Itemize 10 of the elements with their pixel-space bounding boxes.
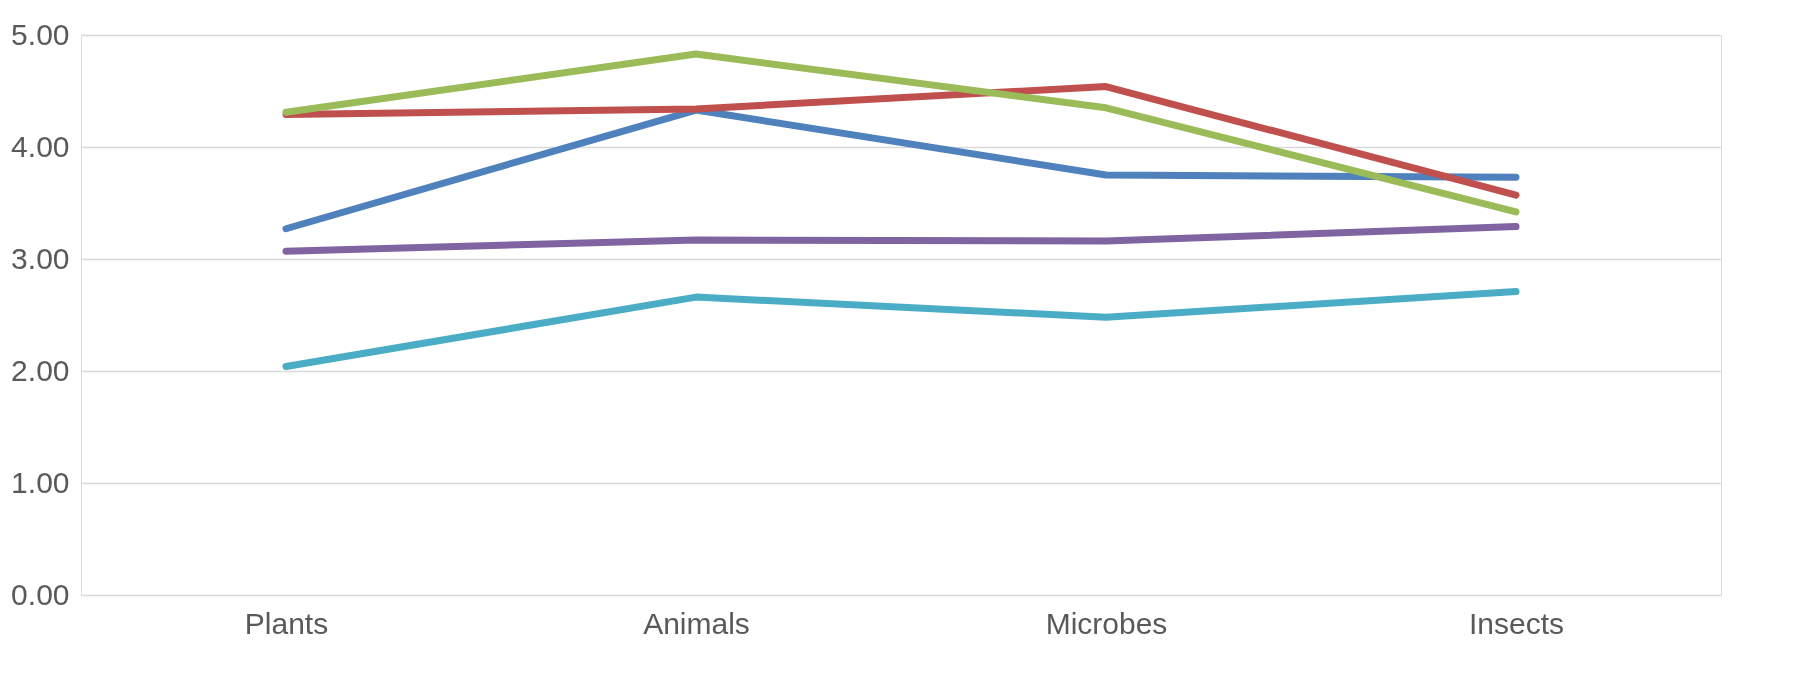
y-tick-label: 0.00 xyxy=(11,577,70,611)
y-tick-label: 2.00 xyxy=(11,353,70,387)
y-tick-label: 4.00 xyxy=(11,129,70,163)
x-tick-label: Animals xyxy=(643,606,750,640)
x-tick-label: Microbes xyxy=(1045,606,1168,640)
y-tick-label: 1.00 xyxy=(11,465,70,499)
y-tick-label: 3.00 xyxy=(11,241,70,275)
x-tick-label: Insects xyxy=(1468,606,1565,640)
x-tick-label: Plants xyxy=(244,606,329,640)
y-tick-label: 5.00 xyxy=(11,17,70,51)
